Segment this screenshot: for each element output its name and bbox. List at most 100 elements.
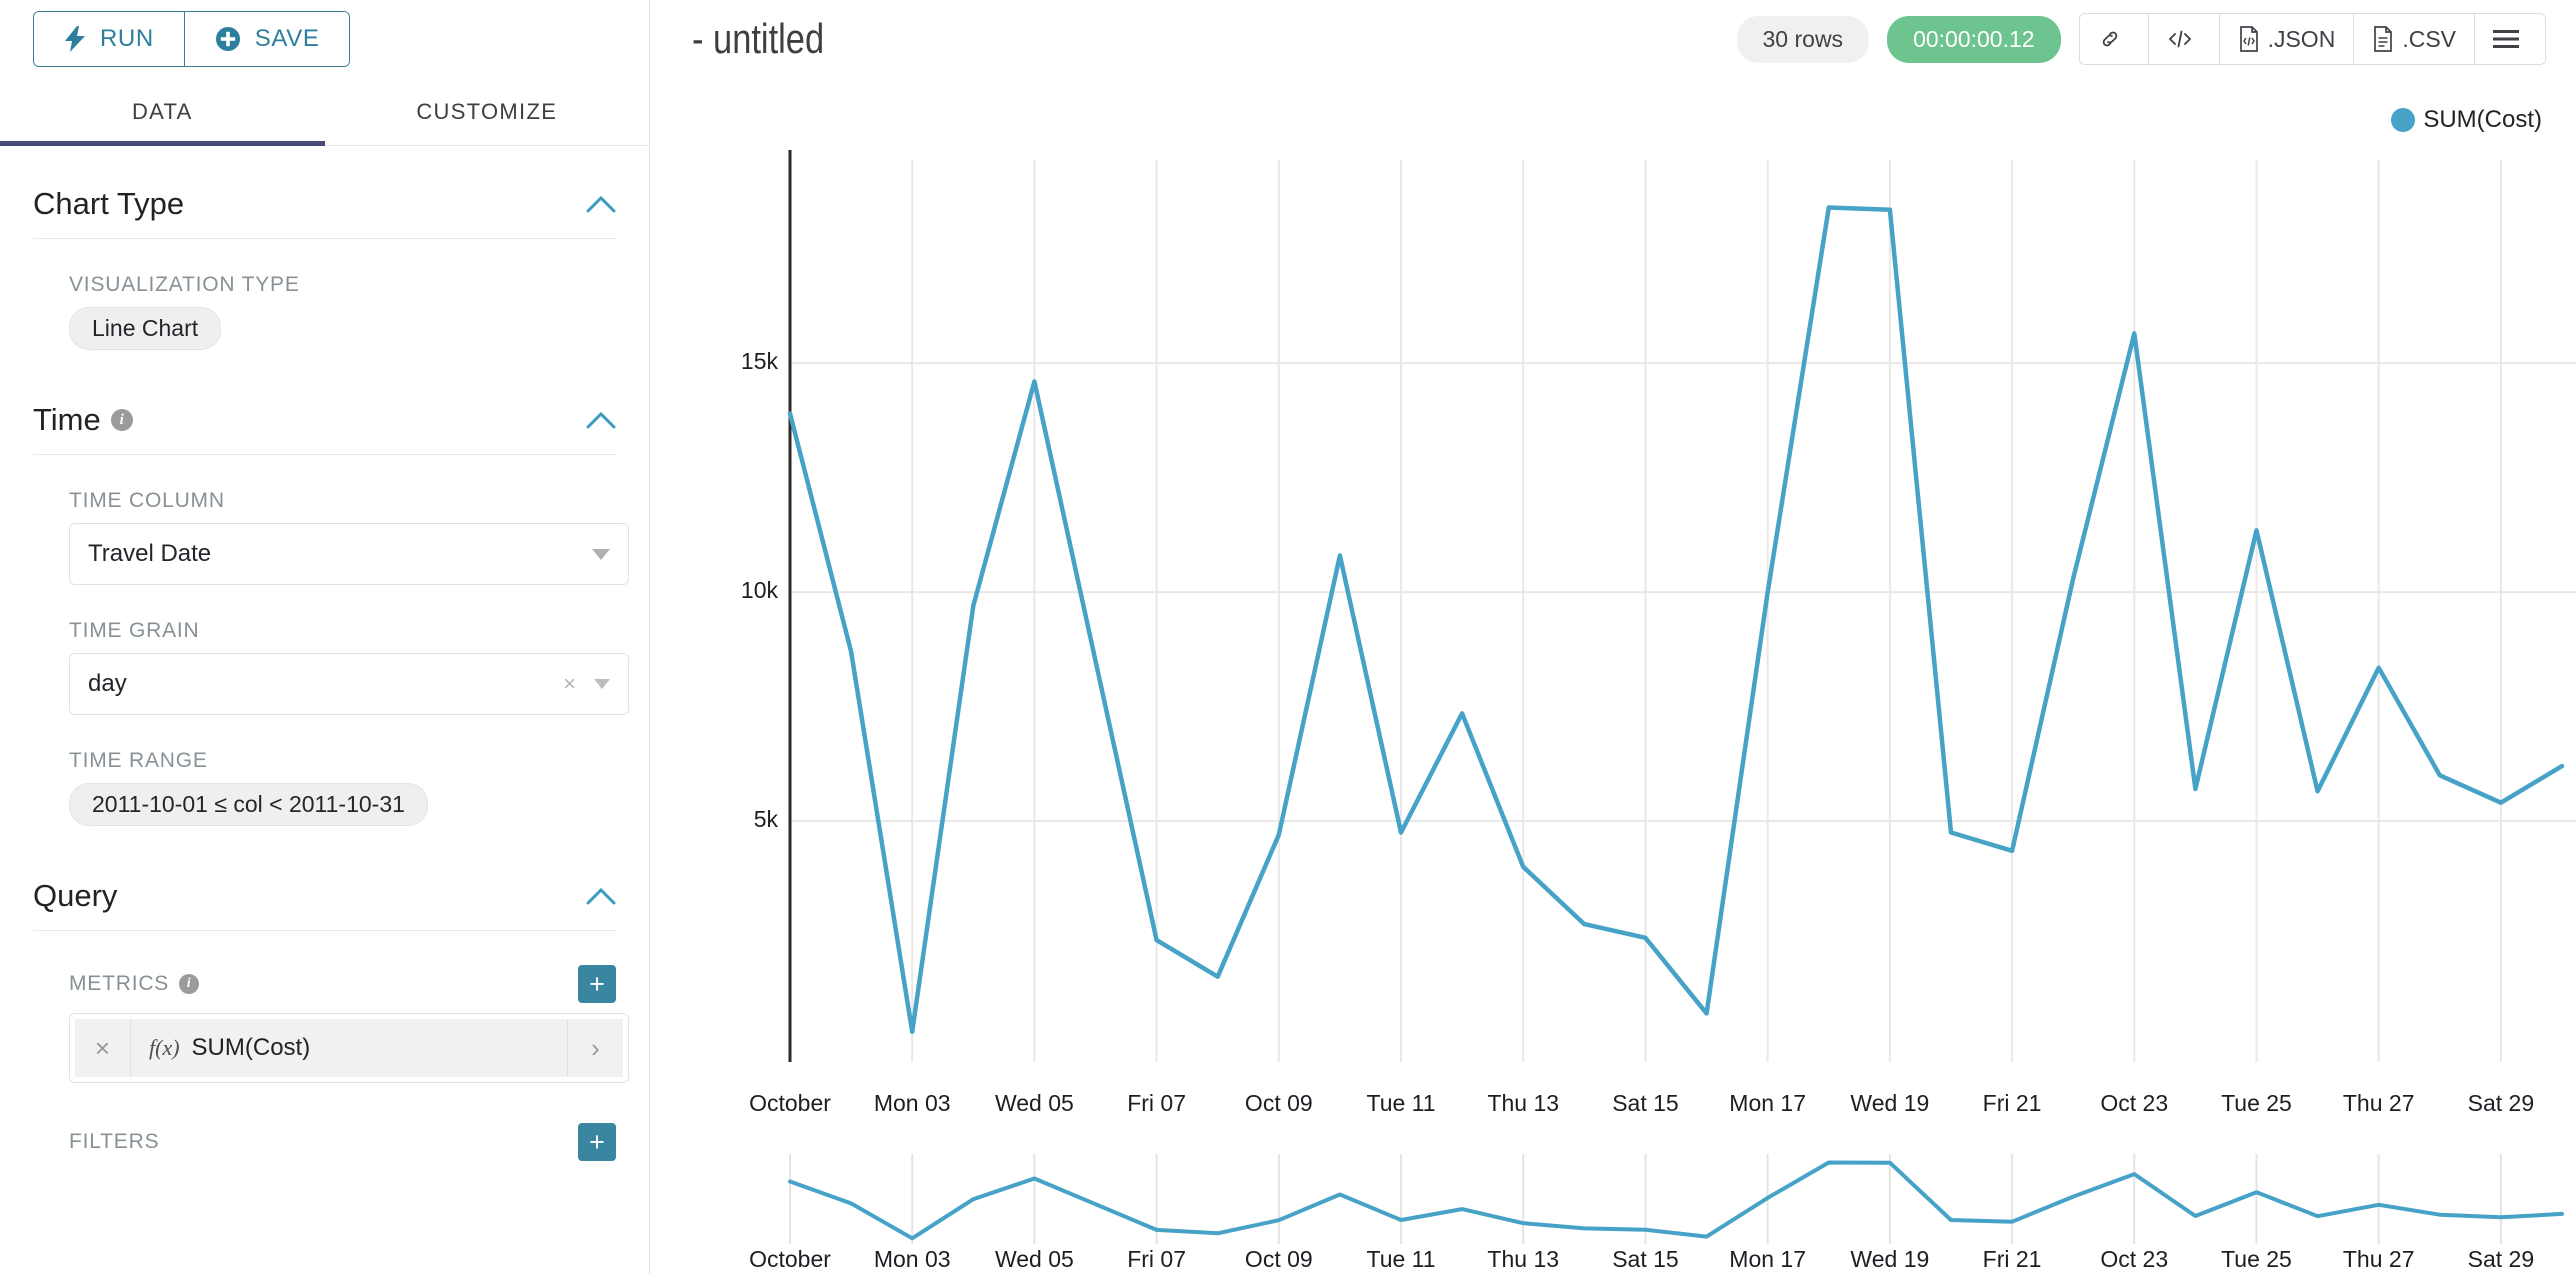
code-icon	[2167, 28, 2193, 50]
info-icon[interactable]: i	[179, 974, 200, 994]
chevron-up-icon[interactable]	[586, 195, 616, 213]
save-button-label: SAVE	[254, 25, 320, 52]
legend-label: SUM(Cost)	[2423, 106, 2542, 133]
y-axis-tick-label: 15k	[740, 348, 778, 375]
chart-brush-area[interactable]: October Mon 03 Wed 05 Fri 07 Oct 09 Tue 11 Thu…	[650, 1140, 2576, 1274]
add-metric-button[interactable]: +	[578, 965, 616, 1003]
brush-x-axis-tick-label: Thu 13	[1487, 1246, 1560, 1272]
x-axis-tick-label: Thu 13	[1487, 1090, 1560, 1116]
time-grain-value: day	[88, 670, 127, 697]
legend-color-swatch	[2391, 108, 2416, 132]
chevron-up-icon[interactable]	[586, 887, 616, 905]
run-button[interactable]: RUN	[34, 12, 184, 66]
control-sidebar: RUN SAVE DATA CUSTOMIZE Chart Ty	[0, 0, 650, 1274]
export-csv-button[interactable]: .CSV	[2353, 14, 2474, 64]
visualization-type-value[interactable]: Line Chart	[69, 307, 222, 350]
section-time-header[interactable]: Time i	[33, 350, 616, 455]
brush-x-axis-tick-label: Sat 29	[2467, 1246, 2535, 1272]
chart-plot-area: 5k 10k 15k October Mon 03 Wed 05 Fri 07 Oct 09 T…	[650, 140, 2576, 1140]
field-metrics: METRICS i + × f(x) SUM(Cost) ›	[33, 965, 629, 1083]
remove-metric-icon[interactable]: ×	[75, 1019, 131, 1077]
json-file-icon	[2238, 26, 2260, 52]
section-query-header[interactable]: Query	[33, 826, 616, 931]
visualization-type-label: VISUALIZATION TYPE	[69, 273, 300, 296]
run-save-button-group: RUN SAVE	[33, 11, 351, 67]
x-axis-tick-label: Fri 21	[1982, 1090, 2042, 1116]
brush-x-axis-tick-label: Oct 23	[2100, 1246, 2169, 1272]
tab-customize[interactable]: CUSTOMIZE	[324, 78, 649, 145]
time-grain-label: TIME GRAIN	[69, 619, 200, 642]
sidebar-tabs: DATA CUSTOMIZE	[0, 78, 649, 146]
time-column-label: TIME COLUMN	[69, 489, 225, 512]
x-axis-tick-label: Wed 19	[1850, 1090, 1930, 1116]
section-chart-type-header[interactable]: Chart Type	[33, 146, 616, 239]
field-visualization-type: VISUALIZATION TYPE Line Chart	[33, 273, 616, 350]
x-axis-tick-label: Sat 15	[1612, 1090, 1679, 1116]
plus-circle-icon	[215, 26, 241, 52]
brush-x-axis-tick-label: Tue 11	[1366, 1246, 1436, 1272]
time-range-label: TIME RANGE	[69, 749, 208, 772]
x-axis-tick-label: Sat 29	[2467, 1090, 2535, 1116]
info-icon[interactable]: i	[110, 409, 133, 431]
export-csv-label: .CSV	[2402, 25, 2456, 52]
copy-link-button[interactable]	[2079, 14, 2148, 64]
link-icon	[2098, 27, 2122, 51]
chevron-down-icon	[594, 679, 610, 689]
csv-file-icon	[2372, 26, 2394, 52]
add-filter-button[interactable]: +	[578, 1123, 616, 1161]
field-time-range: TIME RANGE 2011-10-01 ≤ col < 2011-10-31	[33, 749, 616, 826]
view-query-button[interactable]	[2147, 14, 2219, 64]
brush-x-axis-tick-label: Tue 25	[2221, 1246, 2292, 1272]
time-range-value[interactable]: 2011-10-01 ≤ col < 2011-10-31	[69, 783, 428, 826]
section-time-title: Time	[33, 402, 101, 437]
filters-label: FILTERS	[69, 1130, 160, 1153]
metric-item[interactable]: × f(x) SUM(Cost) ›	[75, 1019, 623, 1077]
x-axis-tick-label: Thu 27	[2342, 1090, 2415, 1116]
brush-x-axis-tick-label: October	[749, 1246, 831, 1272]
brush-x-axis-tick-label: Thu 27	[2342, 1246, 2415, 1272]
x-axis-tick-label: Wed 05	[994, 1090, 1074, 1116]
query-time-badge: 00:00:00.12	[1887, 15, 2061, 63]
y-axis-tick-label: 10k	[740, 577, 778, 604]
brush-x-axis-tick-label: Wed 19	[1850, 1246, 1930, 1272]
run-button-label: RUN	[100, 25, 154, 52]
brush-x-axis-tick-label: Fri 07	[1127, 1246, 1187, 1272]
chevron-down-icon	[592, 548, 610, 560]
x-axis-tick-label: Tue 25	[2221, 1090, 2292, 1116]
chart-panel: - untitled 30 rows 00:00:00.12	[650, 0, 2576, 1274]
time-column-select[interactable]: Travel Date	[69, 523, 629, 585]
brush-x-axis-tick-label: Mon 03	[873, 1246, 951, 1272]
brush-x-axis-tick-label: Mon 17	[1729, 1246, 1806, 1272]
brush-x-axis-tick-label: Sat 15	[1612, 1246, 1679, 1272]
metrics-label: METRICS	[69, 972, 170, 995]
function-icon: f(x)	[149, 1035, 180, 1060]
x-axis-tick-label: Oct 23	[2100, 1090, 2169, 1116]
x-axis-tick-label: Fri 07	[1127, 1090, 1187, 1116]
chart-header: - untitled 30 rows 00:00:00.12	[650, 0, 2576, 78]
field-time-grain: TIME GRAIN day ×	[33, 619, 629, 715]
save-button[interactable]: SAVE	[183, 12, 350, 66]
time-grain-select[interactable]: day ×	[69, 653, 629, 715]
sidebar-panel: Chart Type VISUALIZATION TYPE Line Chart…	[0, 146, 649, 1161]
chart-legend[interactable]: SUM(Cost)	[2391, 106, 2542, 134]
more-options-button[interactable]	[2474, 14, 2545, 64]
export-json-button[interactable]: .JSON	[2218, 14, 2354, 64]
expand-metric-icon[interactable]: ›	[567, 1019, 623, 1077]
brush-x-axis-tick-label: Oct 09	[1244, 1246, 1313, 1272]
field-time-column: TIME COLUMN Travel Date	[33, 489, 629, 585]
time-column-value: Travel Date	[88, 540, 212, 567]
sidebar-actions: RUN SAVE	[0, 0, 649, 78]
clear-icon[interactable]: ×	[563, 671, 576, 696]
x-axis-tick-label: Tue 11	[1366, 1090, 1436, 1116]
metric-label: SUM(Cost)	[191, 1034, 311, 1061]
chevron-up-icon[interactable]	[586, 411, 616, 429]
tab-data[interactable]: DATA	[0, 78, 325, 146]
metrics-list: × f(x) SUM(Cost) ›	[69, 1013, 629, 1083]
page-title[interactable]: - untitled	[692, 15, 825, 62]
x-axis-tick-label: Oct 09	[1244, 1090, 1313, 1116]
bolt-icon	[64, 26, 86, 52]
x-axis-tick-label: Mon 03	[873, 1090, 951, 1116]
brush-x-axis-tick-label: Wed 05	[994, 1246, 1074, 1272]
tab-customize-label: CUSTOMIZE	[416, 98, 558, 124]
